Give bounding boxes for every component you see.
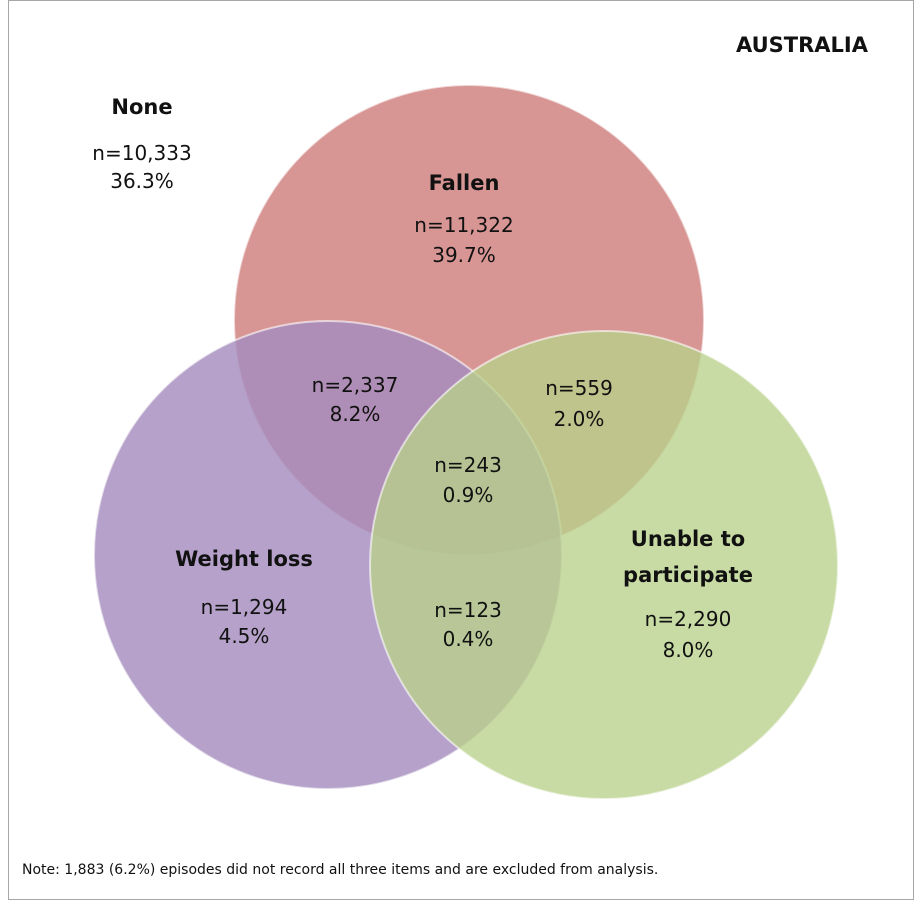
fallen-label: Fallen bbox=[429, 171, 500, 195]
weight-loss-count: n=1,294 bbox=[201, 595, 288, 619]
circle-unable-to-participate bbox=[369, 330, 839, 800]
all-three-percent: 0.9% bbox=[443, 483, 494, 507]
weight-loss-label: Weight loss bbox=[175, 547, 313, 571]
weight-unable-percent: 0.4% bbox=[443, 627, 494, 651]
weight-loss-percent: 4.5% bbox=[219, 624, 270, 648]
none-label: None bbox=[111, 95, 172, 119]
fallen-unable-percent: 2.0% bbox=[554, 407, 605, 431]
unable-count: n=2,290 bbox=[645, 607, 732, 631]
footnote: Note: 1,883 (6.2%) episodes did not reco… bbox=[22, 862, 659, 878]
none-percent: 36.3% bbox=[110, 169, 174, 193]
none-count: n=10,333 bbox=[92, 141, 191, 165]
weight-unable-count: n=123 bbox=[434, 598, 502, 622]
fallen-percent: 39.7% bbox=[432, 243, 496, 267]
unable-label-line2: participate bbox=[623, 563, 753, 587]
fallen-count: n=11,322 bbox=[414, 213, 513, 237]
unable-label-line1: Unable to bbox=[631, 527, 745, 551]
fallen-weight-percent: 8.2% bbox=[330, 402, 381, 426]
fallen-unable-count: n=559 bbox=[545, 376, 613, 400]
unable-percent: 8.0% bbox=[663, 638, 714, 662]
fallen-weight-count: n=2,337 bbox=[312, 373, 399, 397]
all-three-count: n=243 bbox=[434, 453, 502, 477]
region-title: AUSTRALIA bbox=[736, 33, 869, 57]
